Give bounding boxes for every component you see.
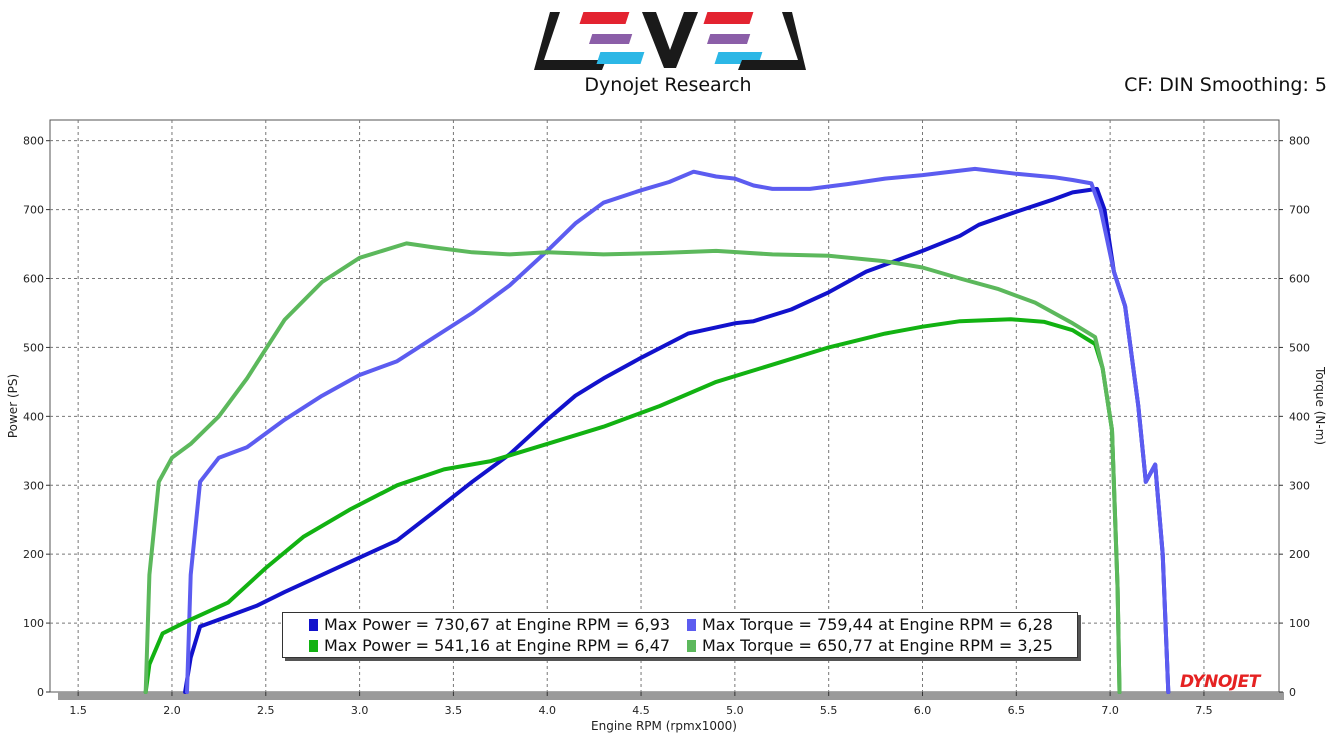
chart-subtitle: Dynojet Research [584, 74, 752, 96]
y-axis-label-left: Power (PS) [6, 374, 20, 438]
x-tick-label: 3.0 [351, 704, 369, 717]
y-tick-label-left: 200 [23, 548, 44, 561]
y-tick-label-right: 400 [1289, 410, 1310, 423]
x-tick-label: 2.0 [163, 704, 181, 717]
legend-swatch [687, 618, 696, 631]
y-tick-label-left: 600 [23, 273, 44, 286]
x-tick-label: 3.5 [445, 704, 463, 717]
x-tick-label: 1.5 [69, 704, 87, 717]
y-tick-label-right: 700 [1289, 204, 1310, 217]
legend-label: Max Torque = 650,77 at Engine RPM = 3,25 [702, 636, 1053, 655]
series-line-torque-run-1 [185, 166, 1171, 694]
y-tick-label-right: 0 [1289, 686, 1296, 699]
x-axis-label: Engine RPM (rpmx1000) [591, 719, 737, 733]
axis-ticks: 1.5 2.0 2.5 3.0 3.5 4.0 4.5 5.0 5.5 6.0 6.5 7.0 7.5 0… [23, 135, 1310, 717]
y-tick-label-right: 800 [1289, 135, 1310, 148]
y-axis-label-right: Torque (N-m) [1313, 366, 1327, 445]
dynojet-watermark: DYNOJET [1180, 672, 1260, 692]
legend-entry: Max Power = 541,16 at Engine RPM = 6,47 [309, 636, 670, 655]
y-tick-label-right: 500 [1289, 341, 1310, 354]
correction-factor-info: CF: DIN Smoothing: 5 [1124, 74, 1327, 96]
x-axis-scrollbar[interactable] [58, 692, 1284, 700]
y-tick-label-left: 500 [23, 341, 44, 354]
legend-label: Max Power = 730,67 at Engine RPM = 6,93 [324, 615, 671, 634]
series-line-torque-run-2 [143, 241, 1122, 694]
x-tick-label: 5.5 [820, 704, 838, 717]
y-tick-label-left: 0 [37, 686, 44, 699]
y-tick-label-right: 300 [1289, 479, 1310, 492]
legend-swatch [687, 639, 696, 652]
chart-legend: Max Power = 730,67 at Engine RPM = 6,93 … [282, 612, 1078, 658]
x-tick-label: 7.0 [1101, 704, 1119, 717]
logo-bar-purple-1 [589, 34, 633, 44]
level-logo [534, 12, 806, 70]
logo-bar-red-2 [703, 12, 754, 24]
logo-bar-purple-2 [707, 34, 751, 44]
logo-letter-l [534, 12, 606, 70]
y-tick-label-left: 400 [23, 410, 44, 423]
series-layer [143, 166, 1171, 694]
y-tick-label-right: 100 [1289, 617, 1310, 630]
series-line-power-run-2 [143, 317, 1122, 694]
y-tick-label-right: 200 [1289, 548, 1310, 561]
legend-label: Max Torque = 759,44 at Engine RPM = 6,28 [702, 615, 1053, 634]
legend-entry: Max Power = 730,67 at Engine RPM = 6,93 [309, 615, 670, 634]
legend-swatch [309, 639, 318, 652]
y-tick-label-right: 600 [1289, 273, 1310, 286]
logo-letter-l-mirrored [738, 12, 806, 70]
x-tick-label: 4.0 [538, 704, 556, 717]
y-tick-label-left: 800 [23, 135, 44, 148]
legend-entry: Max Torque = 650,77 at Engine RPM = 3,25 [687, 636, 1053, 655]
x-tick-label: 4.5 [632, 704, 650, 717]
y-tick-label-left: 100 [23, 617, 44, 630]
x-tick-label: 6.5 [1008, 704, 1026, 717]
legend-entry: Max Torque = 759,44 at Engine RPM = 6,28 [687, 615, 1053, 634]
legend-swatch [309, 618, 318, 631]
x-tick-label: 2.5 [257, 704, 275, 717]
logo-letter-v [642, 12, 698, 68]
y-tick-label-left: 300 [23, 479, 44, 492]
x-tick-label: 7.5 [1195, 704, 1213, 717]
x-tick-label: 6.0 [914, 704, 932, 717]
y-tick-label-left: 700 [23, 204, 44, 217]
logo-bar-cyan-1 [596, 52, 645, 64]
logo-bar-red-1 [579, 12, 630, 24]
legend-label: Max Power = 541,16 at Engine RPM = 6,47 [324, 636, 671, 655]
x-tick-label: 5.0 [726, 704, 744, 717]
